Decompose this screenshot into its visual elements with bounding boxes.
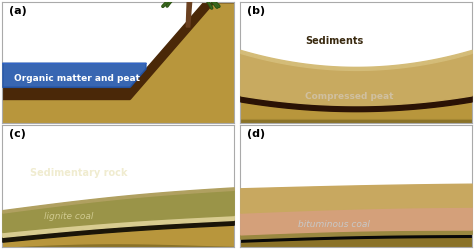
Text: lignite coal: lignite coal xyxy=(44,212,93,221)
Text: (d): (d) xyxy=(247,129,265,139)
Text: Compressed peat: Compressed peat xyxy=(305,92,393,101)
Text: Organic matter and peat: Organic matter and peat xyxy=(14,74,140,83)
Text: (a): (a) xyxy=(9,6,27,16)
Text: (c): (c) xyxy=(9,129,26,139)
Text: Sediments: Sediments xyxy=(305,36,364,46)
Text: bituminous coal: bituminous coal xyxy=(298,220,370,229)
Text: Sedimentary rock: Sedimentary rock xyxy=(30,168,128,178)
Polygon shape xyxy=(186,0,194,27)
Text: (b): (b) xyxy=(247,6,265,16)
Text: Stagnant water: Stagnant water xyxy=(14,43,100,53)
